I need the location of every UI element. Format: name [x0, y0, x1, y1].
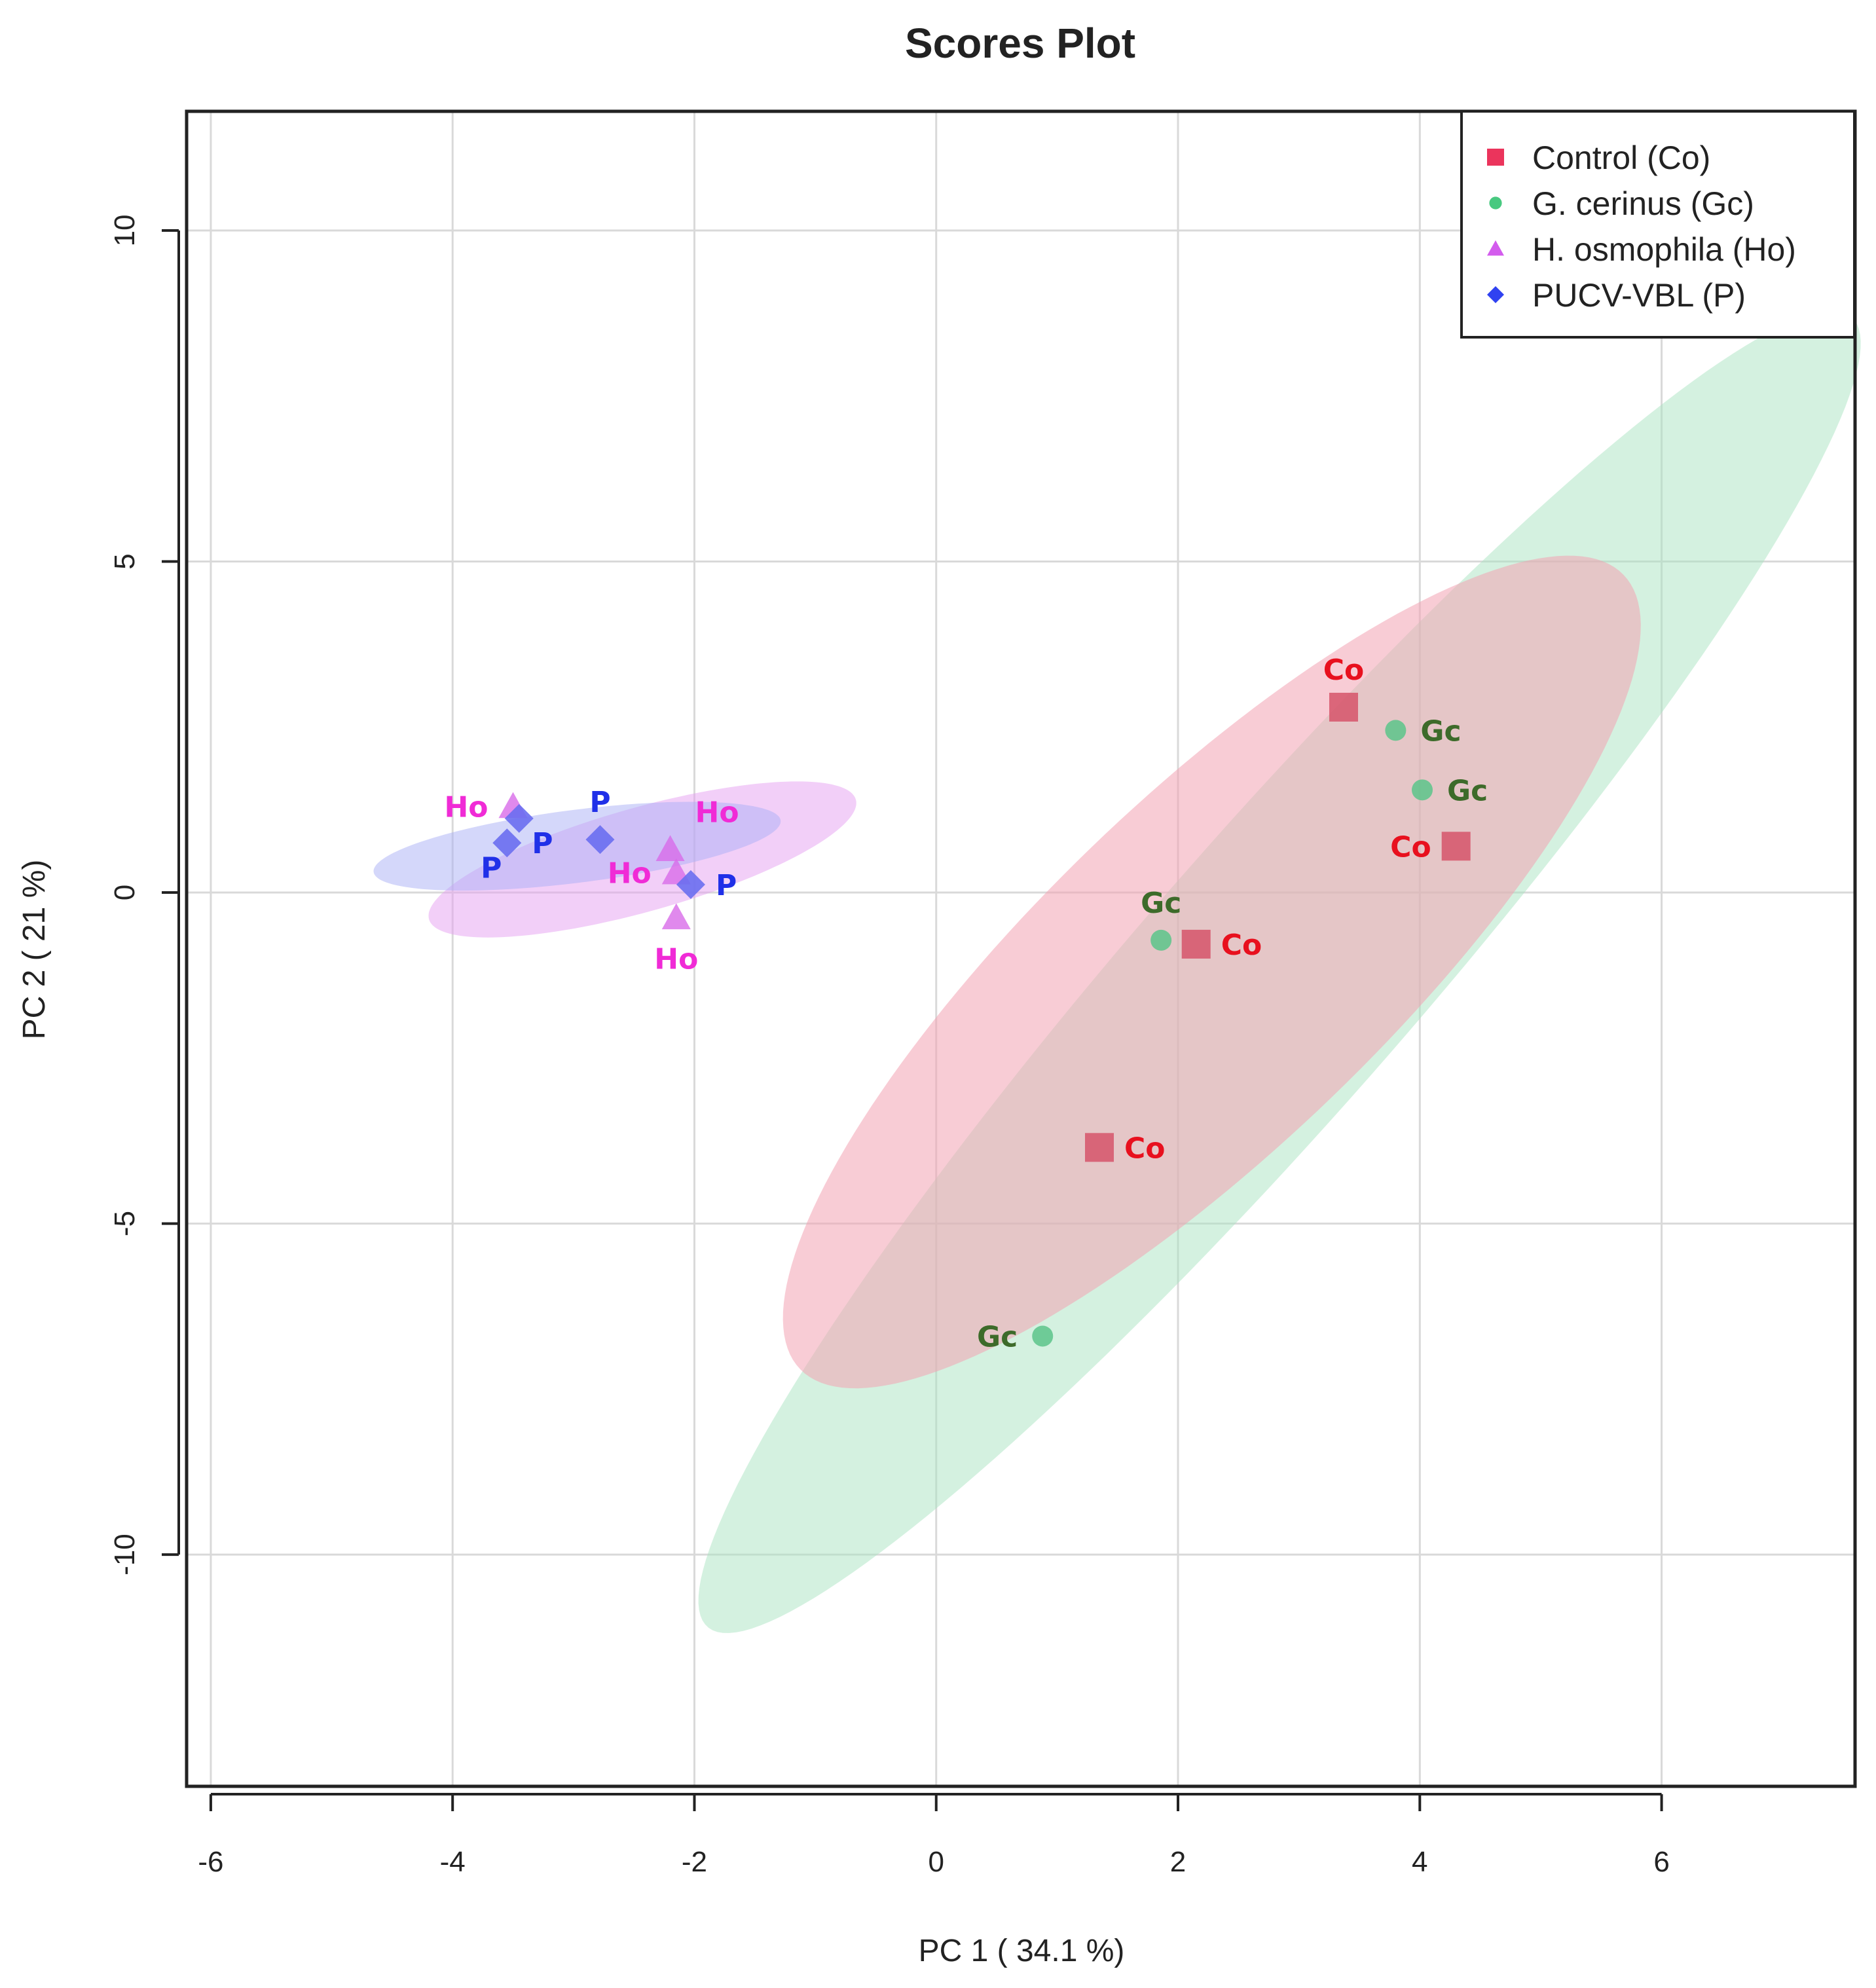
point-label-ho: Ho [444, 791, 488, 824]
point-label-co: Co [1124, 1132, 1166, 1165]
data-points [492, 692, 1471, 1347]
point-p [676, 870, 705, 899]
legend-entry-ho: H. osmophila (Ho) [1532, 231, 1796, 268]
point-p [585, 825, 615, 855]
legend: Control (Co) G. cerinus (Gc) H. osmophila … [1460, 110, 1856, 339]
point-gc [1150, 929, 1172, 951]
point-p [504, 803, 534, 833]
ellipse-p [373, 801, 781, 891]
point-label-co: Co [1221, 929, 1262, 962]
plot-frame [185, 109, 1857, 1788]
x-tick-label: 6 [1653, 1846, 1669, 1878]
point-label-gc: Gc [1141, 887, 1181, 920]
legend-marker-p [1487, 286, 1504, 303]
point-ho [661, 903, 691, 930]
legend-entry-gc: G. cerinus (Gc) [1532, 185, 1754, 222]
x-tick-label: -2 [682, 1846, 707, 1878]
legend-entry-co: Control (Co) [1532, 139, 1710, 176]
point-label-ho: Ho [654, 942, 698, 976]
x-tick-label: 2 [1170, 1846, 1186, 1878]
point-label-gc: Gc [1447, 774, 1488, 807]
y-tick-label: -5 [109, 1211, 141, 1236]
point-ho [655, 835, 685, 861]
chart-title: Scores Plot [905, 20, 1135, 67]
x-axis-title: PC 1 ( 34.1 %) [919, 1934, 1125, 1968]
legend-entry-p: PUCV-VBL (P) [1532, 277, 1746, 314]
point-label-gc: Gc [977, 1320, 1018, 1353]
y-tick-label: 5 [109, 553, 141, 569]
legend-box [1460, 110, 1856, 339]
point-gc [1385, 720, 1407, 741]
point-label-ho: Ho [695, 796, 739, 829]
point-label-p: P [532, 827, 553, 860]
x-tick-label: 0 [929, 1846, 944, 1878]
point-label-co: Co [1390, 830, 1431, 864]
axes: -6 -4 -2 0 2 4 6 -10 -5 0 5 10 [109, 215, 1670, 1878]
y-tick-label: -10 [109, 1534, 141, 1575]
point-gc [1032, 1325, 1054, 1347]
point-label-ho: Ho [608, 857, 652, 891]
point-label-gc: Gc [1420, 714, 1461, 748]
y-axis-title: PC 2 ( 21 %) [17, 860, 52, 1040]
point-co [1085, 1133, 1114, 1162]
point-co [1329, 692, 1358, 722]
point-co [1441, 832, 1471, 861]
point-label-co: Co [1323, 653, 1365, 687]
ellipse-co [782, 555, 1641, 1389]
y-tick-label: 0 [109, 885, 141, 900]
y-tick-label: 10 [109, 215, 141, 247]
x-tick-label: 4 [1412, 1846, 1427, 1878]
point-label-p: P [589, 786, 610, 819]
point-label-p: P [481, 852, 502, 885]
legend-marker-ho [1487, 240, 1504, 256]
point-gc [1411, 779, 1433, 801]
confidence-ellipses [373, 310, 1861, 1633]
legend-marker-gc [1489, 196, 1502, 210]
x-tick-label: -4 [440, 1846, 466, 1878]
x-tick-label: -6 [198, 1846, 223, 1878]
point-co [1181, 929, 1211, 959]
point-label-p: P [716, 869, 737, 902]
point-p [492, 828, 522, 858]
legend-marker-co [1487, 149, 1504, 166]
